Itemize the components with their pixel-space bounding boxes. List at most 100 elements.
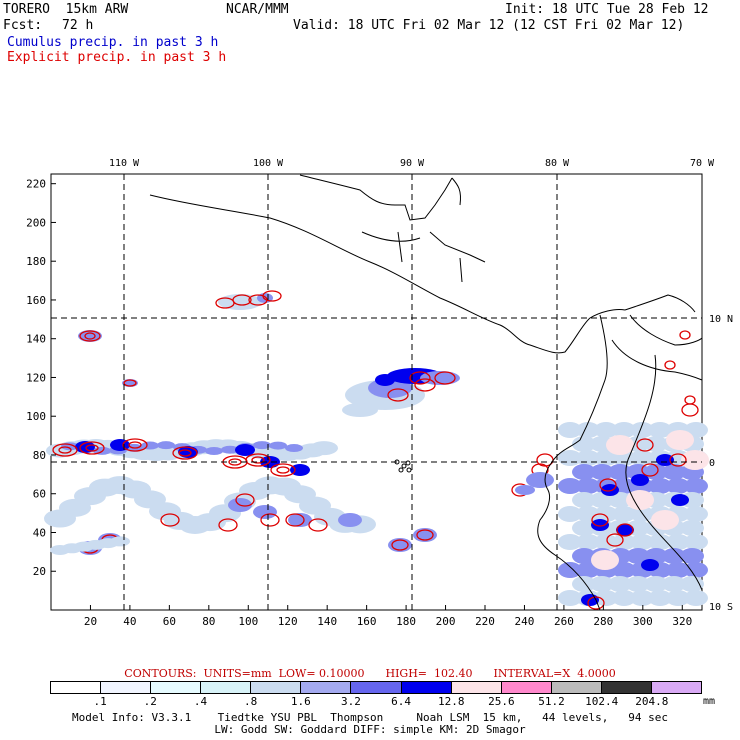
explicit-contour <box>387 388 409 402</box>
precip-layer <box>44 290 709 610</box>
precip-blob <box>684 478 708 494</box>
explicit-contour <box>245 453 271 467</box>
precip-blob <box>681 450 709 470</box>
explicit-contour <box>308 518 328 532</box>
explicit-contour <box>235 493 255 507</box>
precip-blob <box>631 474 649 486</box>
explicit-contour <box>262 290 282 302</box>
precip-blob <box>648 422 672 438</box>
model-name: TORERO 15km ARW <box>3 2 129 17</box>
explicit-contour <box>434 371 456 385</box>
lon-label: 100 W <box>253 158 284 169</box>
precip-blob <box>666 478 690 494</box>
precip-blob <box>666 534 690 550</box>
explicit-contour <box>160 513 180 527</box>
precip-blob <box>594 506 618 522</box>
precip-blob <box>630 590 654 606</box>
coast-line <box>459 257 463 283</box>
precip-blob <box>648 478 672 494</box>
y-tick-label: 20 <box>33 565 46 578</box>
y-tick-label: 140 <box>26 333 46 346</box>
explicit-contour <box>606 533 624 547</box>
contour-info: CONTOURS: UNITS=mm LOW= 0.10000 HIGH= 10… <box>124 667 616 680</box>
precip-blob <box>342 403 378 417</box>
colorbar-tick-label: 6.4 <box>391 695 411 708</box>
precip-blob <box>680 548 704 564</box>
explicit-contour <box>391 539 409 551</box>
x-tick-label: 260 <box>554 615 574 628</box>
x-tick-label: 300 <box>633 615 653 628</box>
coast-line <box>537 314 608 611</box>
coast-line <box>611 339 703 381</box>
precip-blob <box>666 430 694 450</box>
y-tick-label: 40 <box>33 526 46 539</box>
precip-blob <box>684 506 708 522</box>
precip-blob <box>576 478 600 494</box>
lat-label: 10 N <box>709 314 733 325</box>
precip-blob <box>558 590 582 606</box>
colorbar-ticks: .1 .2 .4 .8 1.6 3.2 6.4 12.8 25.6 51.2 102.4 204.8 <box>50 695 702 708</box>
precip-blob <box>558 506 582 522</box>
precip-blob <box>666 590 690 606</box>
colorbar-swatch <box>451 682 502 693</box>
x-tick-label: 240 <box>515 615 535 628</box>
coast-line <box>624 294 696 313</box>
colorbar-tick-label: 12.8 <box>437 695 465 708</box>
island <box>398 467 404 473</box>
precip-blob <box>684 534 708 550</box>
explicit-contour <box>591 513 609 527</box>
y-tick-label: 180 <box>26 255 46 268</box>
colorbar-tick-label: .4 <box>193 695 208 708</box>
colorbar-tick-label: 204.8 <box>635 695 669 708</box>
precip-blob <box>572 464 596 480</box>
precip-blob <box>648 590 672 606</box>
precip-blob <box>648 534 672 550</box>
lat-label: 10 S <box>709 602 733 613</box>
org-name: NCAR/MMM <box>226 2 289 17</box>
fcst-label: Fcst: <box>3 18 43 33</box>
colorbar-swatch <box>201 682 252 693</box>
coast-line <box>149 194 626 354</box>
lon-label: 110 W <box>109 158 140 169</box>
lat-label: 0 <box>709 458 715 469</box>
precip-blob <box>576 422 600 438</box>
precip-blob <box>558 478 582 494</box>
precip-blob <box>290 464 310 476</box>
precip-blob <box>608 576 632 592</box>
explicit-legend: Explicit precip. in past 3 h <box>7 50 227 65</box>
precip-blob <box>253 441 271 450</box>
x-tick-label: 160 <box>357 615 377 628</box>
coast-line <box>299 174 453 221</box>
explicit-contour <box>172 446 198 460</box>
colorbar-tick-label: 25.6 <box>488 695 515 708</box>
y-tick-label: 60 <box>33 488 46 501</box>
precip-map: 20 40 60 80 100 120 140 160 180 200 220 240 260 280 30… <box>26 158 733 628</box>
precip-blob <box>141 441 159 450</box>
precip-blob <box>666 562 690 578</box>
precip-blob <box>253 505 277 519</box>
precip-blob <box>684 590 708 606</box>
precip-blob <box>591 519 609 531</box>
precip-blob <box>558 562 582 578</box>
precip-blob <box>338 513 362 527</box>
precip-blob <box>594 590 618 606</box>
precip-blob <box>606 435 634 455</box>
precip-blob <box>594 422 618 438</box>
colorbar-swatch <box>651 682 702 693</box>
coastlines <box>149 174 703 611</box>
y-tick-label: 80 <box>33 449 46 462</box>
precip-blob <box>641 559 659 571</box>
colorbar-swatch <box>551 682 602 693</box>
precip-blob <box>651 510 679 530</box>
colorbar-tick-label: 51.2 <box>538 695 565 708</box>
precip-blob <box>558 422 582 438</box>
explicit-contour <box>85 444 99 452</box>
colorbar-swatch <box>351 682 402 693</box>
precip-blob <box>269 441 287 450</box>
colorbar-tick-label: .2 <box>143 695 157 708</box>
colorbar-swatch <box>101 682 152 693</box>
precip-blob <box>420 371 460 385</box>
precip-blob <box>572 492 596 508</box>
explicit-contour <box>178 449 192 457</box>
precip-blob <box>612 562 636 578</box>
